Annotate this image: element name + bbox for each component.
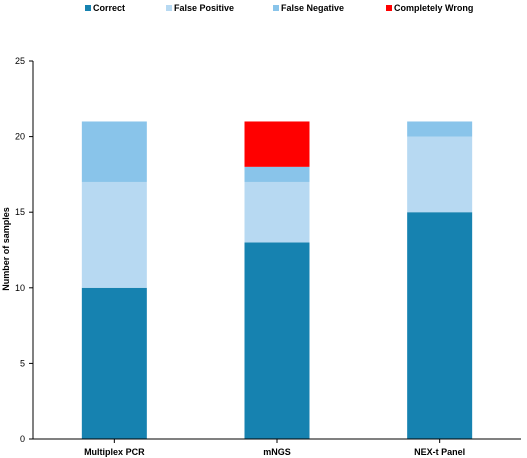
y-axis-title: Number of samples — [1, 207, 11, 291]
bar-mngs-false-negative — [244, 166, 310, 182]
legend-swatch-false-negative — [273, 5, 279, 11]
legend-swatch-correct — [85, 5, 91, 11]
legend: Correct False Positive False Negative Compl… — [85, 3, 473, 13]
y-tick-label: 5 — [20, 358, 25, 368]
bar-mngs-false-positive — [244, 181, 310, 243]
y-tick-label: 15 — [15, 207, 25, 217]
x-tick-label-multiplex-pcr: Multiplex PCR — [84, 447, 145, 457]
y-tick-label: 10 — [15, 283, 25, 293]
y-tick-label: 20 — [15, 132, 25, 142]
x-axis-labels: Multiplex PCR mNGS NEX-t Panel — [84, 439, 465, 457]
legend-label-false-negative: False Negative — [281, 3, 344, 13]
legend-swatch-false-positive — [166, 5, 172, 11]
legend-label-correct: Correct — [93, 3, 125, 13]
bar-mngs-completely-wrong — [244, 121, 310, 167]
x-tick-label-nex-t-panel: NEX-t Panel — [414, 447, 465, 457]
bar-nex-t-panel-false-positive — [407, 136, 473, 213]
bar-nex-t-panel-correct — [407, 212, 473, 439]
y-tick-label: 25 — [15, 56, 25, 66]
legend-swatch-completely-wrong — [386, 5, 392, 11]
bar-multiplex-pcr-false-positive — [81, 181, 147, 288]
y-tick-label: 0 — [20, 434, 25, 444]
legend-label-completely-wrong: Completely Wrong — [394, 3, 473, 13]
bars — [81, 121, 473, 439]
y-axis-ticks: 0 5 10 15 20 25 — [15, 56, 33, 444]
bar-mngs-correct — [244, 242, 310, 439]
bar-multiplex-pcr-false-negative — [81, 121, 147, 182]
x-tick-label-mngs: mNGS — [263, 447, 291, 457]
bar-nex-t-panel-false-negative — [407, 121, 473, 137]
bar-multiplex-pcr-correct — [81, 287, 147, 439]
legend-label-false-positive: False Positive — [174, 3, 234, 13]
